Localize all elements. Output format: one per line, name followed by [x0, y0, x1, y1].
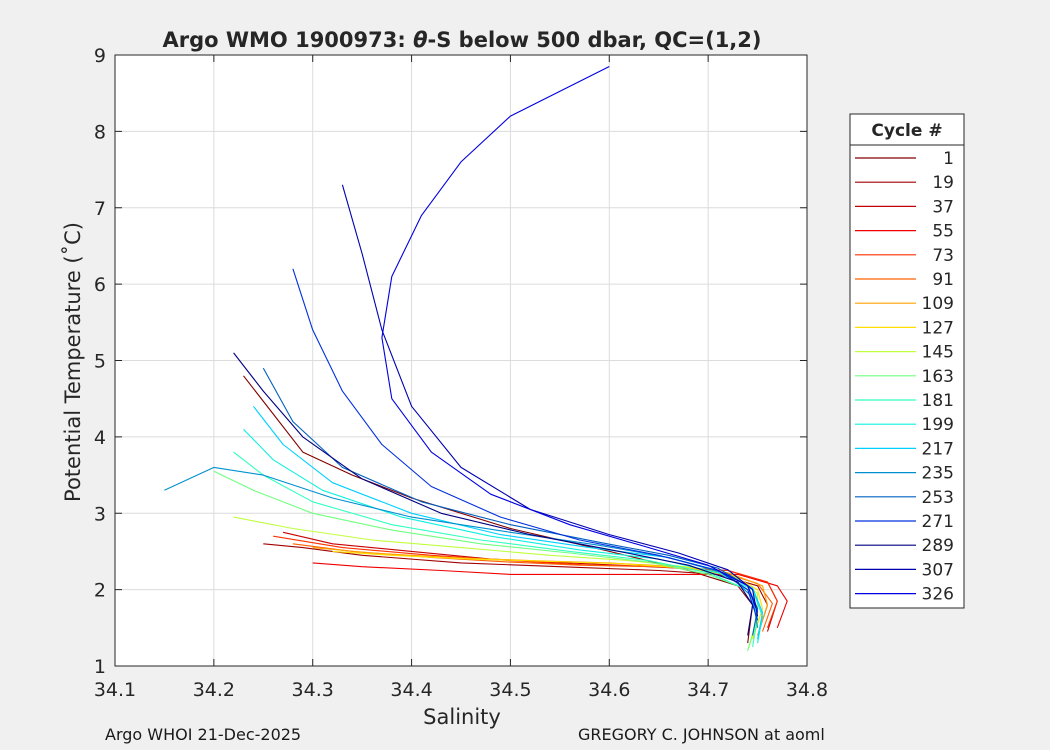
x-tick-label: 34.8 — [786, 679, 828, 701]
x-tick-label: 34.5 — [489, 679, 531, 701]
legend-label: 253 — [922, 488, 954, 508]
legend-label: 181 — [922, 391, 954, 411]
y-tick-label: 5 — [94, 351, 106, 373]
legend-label: 307 — [922, 560, 954, 580]
series-line-289 — [233, 352, 754, 636]
x-tick-label: 34.3 — [292, 679, 334, 701]
y-tick-label: 8 — [94, 121, 106, 143]
series-line-19 — [263, 543, 769, 636]
legend-box — [849, 113, 965, 609]
x-tick-label: 34.7 — [687, 679, 729, 701]
legend: Cycle # 1 19 37 55 73 91 109 127 145 163 181 199 217… — [849, 113, 965, 609]
legend-label: 55 — [932, 222, 954, 242]
series-line-127 — [332, 550, 764, 640]
y-tick-label: 1 — [94, 656, 106, 678]
y-tick-label: 3 — [94, 503, 106, 525]
legend-label: 271 — [922, 512, 954, 532]
y-tick-label: 6 — [94, 274, 106, 296]
legend-label: 109 — [922, 294, 954, 314]
chart-title: Argo WMO 1900973: θ-S below 500 dbar, QC… — [162, 28, 761, 52]
x-tick-label: 34.6 — [588, 679, 630, 701]
y-tick-label: 2 — [94, 580, 106, 602]
series-line-217 — [252, 405, 764, 640]
legend-label: 73 — [932, 246, 954, 266]
series-line-199 — [243, 428, 764, 644]
y-tick-label: 9 — [94, 45, 106, 67]
legend-label: 199 — [922, 415, 954, 435]
y-axis-label: Potential Temperature (˚C) — [61, 222, 85, 502]
title-theta: θ — [413, 28, 427, 52]
x-tick-label: 34.4 — [390, 679, 432, 701]
y-tick-label: 7 — [94, 198, 106, 220]
legend-label: 19 — [932, 173, 954, 193]
series-line-271 — [292, 268, 759, 621]
x-axis-label: Salinity — [423, 705, 501, 729]
y-tick-label: 4 — [94, 427, 106, 449]
title-suffix: -S below 500 dbar, QC=(1,2) — [428, 28, 762, 52]
x-tick-label: 34.1 — [94, 679, 136, 701]
footer-left: Argo WHOI 21-Dec-2025 — [105, 725, 302, 744]
legend-title: Cycle # — [871, 121, 942, 141]
legend-label: 235 — [922, 464, 954, 484]
legend-label: 145 — [922, 343, 954, 363]
legend-label: 127 — [922, 318, 954, 338]
x-ticks: 34.1 34.2 34.3 34.4 34.5 34.6 34.7 34.8 — [94, 55, 828, 701]
legend-entries: 1 19 37 55 73 91 109 127 145 163 181 199 217 235 253 27… — [855, 149, 954, 605]
legend-label: 91 — [932, 270, 954, 290]
footer-right: GREGORY C. JOHNSON at aoml — [578, 725, 825, 744]
x-tick-label: 34.2 — [193, 679, 235, 701]
legend-label: 217 — [922, 439, 954, 459]
legend-label: 326 — [922, 585, 954, 605]
legend-label: 37 — [932, 197, 954, 217]
y-ticks: 1 2 3 4 5 6 7 8 9 — [94, 45, 807, 678]
title-prefix: Argo WMO 1900973: — [162, 28, 413, 52]
legend-label: 289 — [922, 536, 954, 556]
series-line-55 — [312, 562, 788, 628]
series-group — [164, 66, 788, 651]
series-line-326 — [381, 66, 759, 613]
legend-label: 1 — [943, 149, 954, 169]
series-line-1 — [243, 375, 754, 644]
legend-label: 163 — [922, 367, 954, 387]
